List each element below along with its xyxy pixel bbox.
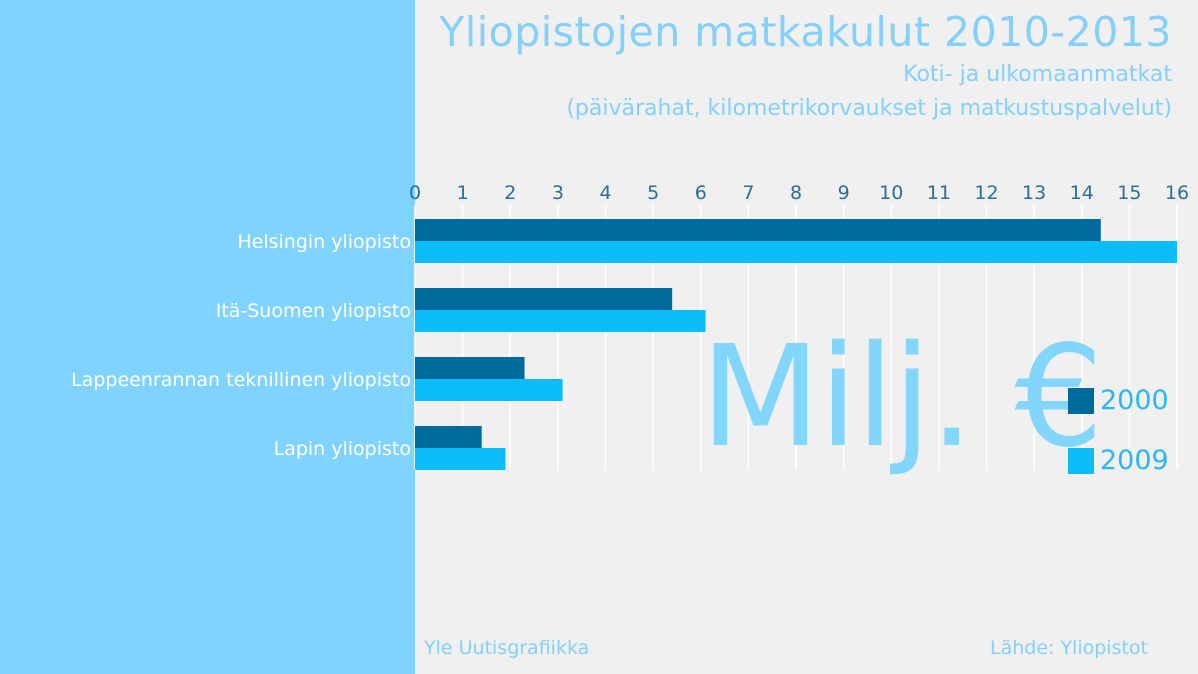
x-tick-label: 8 xyxy=(790,182,802,204)
chart-subtitle-1: Koti- ja ulkomaanmatkat xyxy=(903,62,1172,87)
source-label: Lähde: Yliopistot xyxy=(989,637,1148,659)
legend-swatch-2000 xyxy=(1068,387,1094,414)
x-tick-label: 5 xyxy=(647,182,659,204)
legend-label-2000: 2000 xyxy=(1100,385,1169,416)
legend-item-2000: 2000 xyxy=(1068,385,1169,416)
legend-swatch-2009 xyxy=(1068,447,1094,474)
chart-subtitle-2: (päivärahat, kilometrikorvaukset ja matk… xyxy=(566,96,1172,121)
x-tick-label: 6 xyxy=(695,182,707,204)
x-tick-label: 7 xyxy=(742,182,754,204)
x-tick-label: 10 xyxy=(879,182,903,204)
category-label: Helsingin yliopisto xyxy=(237,231,411,253)
bar-2009 xyxy=(415,448,506,470)
x-tick-label: 11 xyxy=(927,182,951,204)
x-tick-label: 12 xyxy=(974,182,998,204)
x-tick-label: 16 xyxy=(1165,182,1189,204)
bar-2000 xyxy=(415,288,673,310)
bar-2000 xyxy=(415,357,525,379)
x-tick-label: 2 xyxy=(504,182,516,204)
bar-2009 xyxy=(415,379,563,401)
x-tick-label: 14 xyxy=(1070,182,1094,204)
x-tick-label: 13 xyxy=(1022,182,1046,204)
category-label: Lapin yliopisto xyxy=(274,438,411,460)
legend-label-2009: 2009 xyxy=(1100,445,1169,476)
legend-item-2009: 2009 xyxy=(1068,445,1169,476)
x-tick-label: 4 xyxy=(599,182,611,204)
x-tick-label: 15 xyxy=(1117,182,1141,204)
x-tick-label: 0 xyxy=(409,182,421,204)
x-tick-label: 1 xyxy=(457,182,469,204)
category-label: Lappeenrannan teknillinen yliopisto xyxy=(71,369,411,391)
bar-2000 xyxy=(415,219,1101,241)
bar-2000 xyxy=(415,426,482,448)
x-tick-label: 3 xyxy=(552,182,564,204)
bar-2009 xyxy=(415,310,706,332)
unit-label: Milj. € xyxy=(700,316,1104,479)
chart-title: Yliopistojen matkakulut 2010-2013 xyxy=(439,8,1172,56)
credit-label: Yle Uutisgrafiikka xyxy=(424,637,590,659)
bar-2009 xyxy=(415,241,1177,263)
category-label: Itä-Suomen yliopisto xyxy=(216,300,411,322)
left-panel xyxy=(0,0,415,674)
x-tick-label: 9 xyxy=(838,182,850,204)
